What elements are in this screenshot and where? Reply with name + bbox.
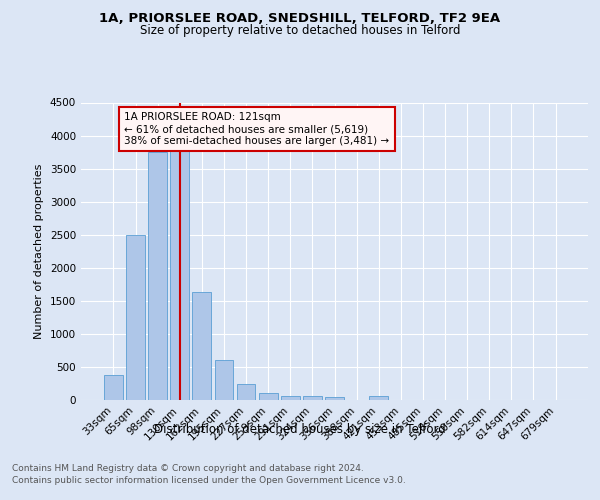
Text: Size of property relative to detached houses in Telford: Size of property relative to detached ho…: [140, 24, 460, 37]
Bar: [148, 152, 167, 400]
Bar: [104, 375, 123, 400]
Bar: [370, 396, 388, 400]
Text: Distribution of detached houses by size in Telford: Distribution of detached houses by size …: [154, 422, 446, 436]
Bar: [193, 292, 211, 400]
Text: Contains public sector information licensed under the Open Government Licence v3: Contains public sector information licen…: [12, 476, 406, 485]
Y-axis label: Number of detached properties: Number of detached properties: [34, 164, 44, 339]
Text: 1A, PRIORSLEE ROAD, SNEDSHILL, TELFORD, TF2 9EA: 1A, PRIORSLEE ROAD, SNEDSHILL, TELFORD, …: [100, 12, 500, 26]
Bar: [215, 360, 233, 400]
Bar: [126, 234, 145, 400]
Bar: [259, 392, 278, 400]
Bar: [281, 396, 299, 400]
Bar: [236, 384, 256, 400]
Text: Contains HM Land Registry data © Crown copyright and database right 2024.: Contains HM Land Registry data © Crown c…: [12, 464, 364, 473]
Bar: [325, 396, 344, 400]
Text: 1A PRIORSLEE ROAD: 121sqm
← 61% of detached houses are smaller (5,619)
38% of se: 1A PRIORSLEE ROAD: 121sqm ← 61% of detac…: [124, 112, 389, 146]
Bar: [170, 152, 189, 400]
Bar: [303, 396, 322, 400]
